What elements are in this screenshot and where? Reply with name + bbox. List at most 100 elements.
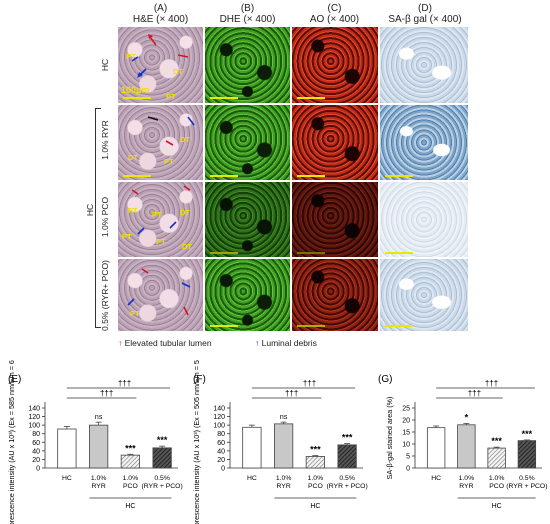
micrograph-he-combo: PT xyxy=(118,259,203,331)
chart-x-tick-label: 1.0% xyxy=(123,475,139,482)
chart-x-tick-label: (RYR + PCO) xyxy=(142,483,183,490)
micrograph-sa-combo xyxy=(380,259,468,331)
chart-significance: *** xyxy=(491,436,502,446)
col-c-header: (C) AO (× 400) xyxy=(292,3,377,25)
micrograph-sa-pco xyxy=(380,182,468,257)
chart-y-tick-label: 40 xyxy=(217,448,225,455)
micrograph-ao-combo xyxy=(292,259,378,331)
chart-x-tick-label: 0.5% xyxy=(154,475,170,482)
group-bracket xyxy=(95,108,101,328)
chart-x-tick-label: 1.0% xyxy=(276,475,292,482)
chart-y-tick-label: 25 xyxy=(402,406,410,413)
chart-y-tick-label: 140 xyxy=(28,406,40,413)
chart-significance: *** xyxy=(310,445,321,455)
label-pt: PT xyxy=(152,210,162,219)
chart-y-tick-label: 100 xyxy=(28,423,40,430)
chart-y-tick-label: 20 xyxy=(402,418,410,425)
chart-ylabel: Fluorescence intensity (AU x 10³) (Ex = … xyxy=(7,360,16,524)
row-label-ryr: 1.0% RYR xyxy=(100,120,110,160)
chart-significance: * xyxy=(465,412,469,422)
chart-bar xyxy=(152,447,172,469)
col-c-label: (C) xyxy=(327,3,342,14)
scale-bar xyxy=(385,325,413,327)
chart-e: (E)Fluorescence intensity (AU x 10³) (Ex… xyxy=(7,360,183,524)
arrow-overlay xyxy=(127,268,191,316)
chart-bracket-label: ††† xyxy=(485,379,498,388)
scale-bar xyxy=(123,175,151,177)
chart-x-tick-label: PCO xyxy=(308,483,323,490)
chart-y-tick-label: 0 xyxy=(36,466,40,473)
micrograph-ao-ryr xyxy=(292,105,378,180)
chart-group-label: HC xyxy=(310,503,320,510)
scale-bar xyxy=(297,175,325,177)
chart-bar xyxy=(274,423,294,469)
chart-f: (F)Fluorescence intensity (AU x 10³) (Ex… xyxy=(192,360,368,524)
micrograph-dhe-pco xyxy=(205,182,290,257)
chart-y-tick-label: 80 xyxy=(32,431,40,438)
chart-y-tick-label: 0 xyxy=(221,466,225,473)
group-label-hc: HC xyxy=(85,203,95,217)
label-pt: PT xyxy=(128,206,138,215)
col-a-header: (A) H&E (× 400) xyxy=(118,3,203,25)
chart-y-tick-label: 0 xyxy=(406,466,410,473)
micrograph-dhe-ryr xyxy=(205,105,290,180)
legend-elevated: ↑ Elevated tubular lumen xyxy=(118,338,212,348)
label-pt: PT xyxy=(130,309,140,318)
chart-x-tick-label: HC xyxy=(431,475,441,482)
chart-bar xyxy=(89,424,109,469)
scale-bar xyxy=(210,97,238,99)
chart-x-tick-label: 0.5% xyxy=(519,475,535,482)
chart-x-tick-label: 1.0% xyxy=(489,475,505,482)
chart-bracket-label: ††† xyxy=(285,389,298,398)
chart-y-tick-label: 80 xyxy=(217,431,225,438)
scale-bar xyxy=(210,252,238,254)
chart-x-tick-label: HC xyxy=(62,475,72,482)
chart-bar xyxy=(426,427,446,469)
chart-panel-label: (G) xyxy=(378,374,392,385)
chart-y-tick-label: 120 xyxy=(28,414,40,421)
chart-significance: *** xyxy=(125,443,136,453)
chart-x-tick-label: PCO xyxy=(123,483,138,490)
chart-panel-label: (F) xyxy=(193,374,206,385)
col-d-header: (D) SA-β gal (× 400) xyxy=(380,3,470,25)
col-a-label: (A) xyxy=(153,3,168,14)
chart-y-tick-label: 100 xyxy=(213,423,225,430)
micrograph-he-pco: PT PT DT PT PT DT xyxy=(118,182,203,257)
scale-bar xyxy=(297,325,325,327)
micrograph-ao-pco xyxy=(292,182,378,257)
red-arrow-icon: ↑ xyxy=(118,338,123,348)
micrograph-he-hc: PT DT PT 100μm xyxy=(118,27,203,103)
scale-bar xyxy=(385,175,413,177)
chart-x-tick-label: 1.0% xyxy=(91,475,107,482)
chart-bar xyxy=(487,447,506,469)
legend-debris-text: Luminal debris xyxy=(261,338,317,348)
scale-bar xyxy=(210,325,238,327)
chart-bracket-label: ††† xyxy=(468,389,481,398)
label-pt: PT xyxy=(126,52,136,61)
scale-bar xyxy=(210,175,238,177)
chart-bracket-label: ††† xyxy=(118,379,131,388)
scale-bar xyxy=(297,252,325,254)
chart-significance: *** xyxy=(157,435,168,445)
arrow-overlay xyxy=(131,34,189,78)
chart-y-tick-label: 10 xyxy=(402,442,410,449)
chart-ylabel: SA-β-gal stained area (%) xyxy=(385,397,394,480)
chart-x-tick-label: 0.5% xyxy=(339,475,355,482)
col-d-title: SA-β gal (× 400) xyxy=(388,14,462,25)
chart-bar xyxy=(57,428,77,469)
row-label-pco: 1.0% PCO xyxy=(100,196,110,238)
scale-label: 100μm xyxy=(121,85,150,95)
chart-x-tick-label: PCO xyxy=(489,483,504,490)
chart-y-tick-label: 120 xyxy=(213,414,225,421)
micrograph-dhe-hc xyxy=(205,27,290,103)
chart-x-tick-label: RYR xyxy=(92,483,106,490)
chart-bracket-label: ††† xyxy=(303,379,316,388)
micrograph-he-ryr: DT PT DT xyxy=(118,105,203,180)
chart-significance: ns xyxy=(95,414,103,421)
arrow-overlay xyxy=(147,116,195,146)
chart-x-tick-label: RYR xyxy=(459,483,473,490)
micrograph-ao-hc xyxy=(292,27,378,103)
label-pt: PT xyxy=(164,157,174,166)
chart-g: (G) SA-β-gal stained area (%) 0 5 10 15 20 25 HC… xyxy=(378,374,547,510)
chart-x-tick-label: 1.0% xyxy=(308,475,324,482)
